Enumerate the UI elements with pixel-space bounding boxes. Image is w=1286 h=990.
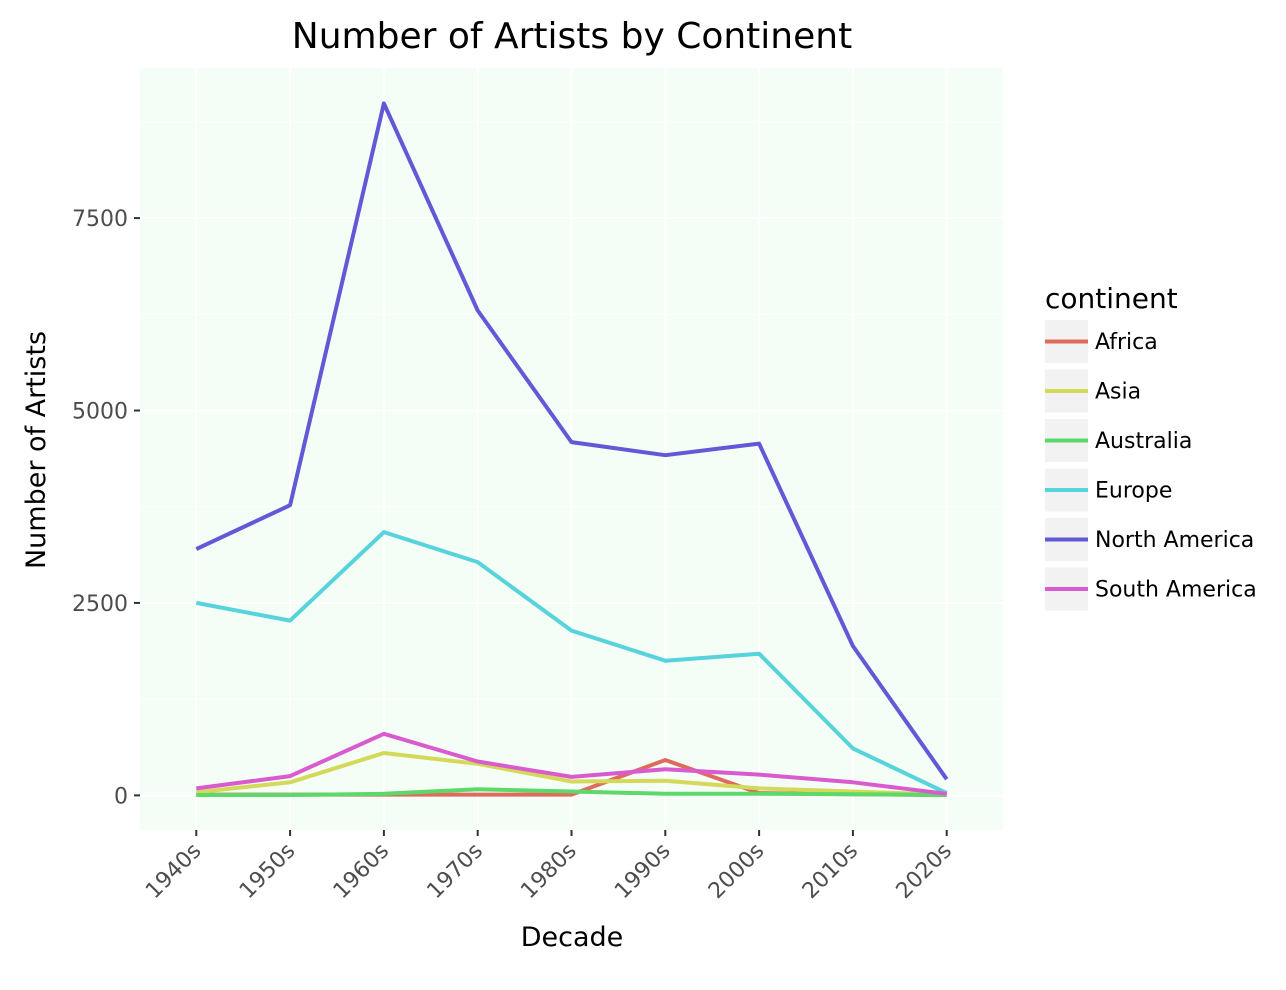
y-axis: 0 2500 5000 7500	[72, 207, 140, 809]
x-axis-title: Decade	[521, 922, 624, 953]
series-line-australia	[196, 787, 947, 797]
y-tick-label: 5000	[72, 400, 128, 425]
x-tick-label: 1950s	[235, 839, 300, 904]
series-line-europe	[195, 530, 948, 795]
x-tick-label: 2020s	[892, 839, 957, 904]
legend-label: Australia	[1095, 429, 1192, 454]
y-tick-label: 2500	[72, 592, 128, 617]
legend-title: continent	[1045, 282, 1178, 315]
y-tick-label: 0	[114, 784, 128, 809]
x-tick-label: 2000s	[704, 839, 769, 904]
legend: continent Africa Asia Australia Europe North…	[1045, 282, 1257, 611]
series-line-asia	[196, 751, 947, 797]
x-tick-label: 1960s	[329, 839, 394, 904]
series-line-south-america	[196, 731, 947, 796]
y-axis-title: Number of Artists	[21, 331, 52, 569]
legend-label: North America	[1095, 528, 1254, 553]
x-tick-label: 1990s	[610, 839, 675, 904]
x-tick-label: 1980s	[516, 839, 581, 904]
y-tick-label: 7500	[72, 207, 128, 232]
x-tick-label: 1970s	[423, 839, 488, 904]
x-tick-label: 2010s	[798, 839, 863, 904]
legend-label: South America	[1095, 578, 1257, 603]
x-tick-label: 1940s	[141, 839, 206, 904]
series-line-north-america	[195, 101, 949, 781]
grid-lines	[140, 68, 1003, 830]
legend-label: Europe	[1095, 479, 1172, 504]
x-axis: 1940s 1950s 1960s 1970s 1980s 1990s 2000s 2010s…	[141, 830, 957, 904]
legend-label: Asia	[1095, 380, 1141, 405]
series-lines	[195, 101, 949, 797]
chart-title: Number of Artists by Continent	[292, 16, 852, 57]
legend-label: Africa	[1095, 330, 1158, 355]
